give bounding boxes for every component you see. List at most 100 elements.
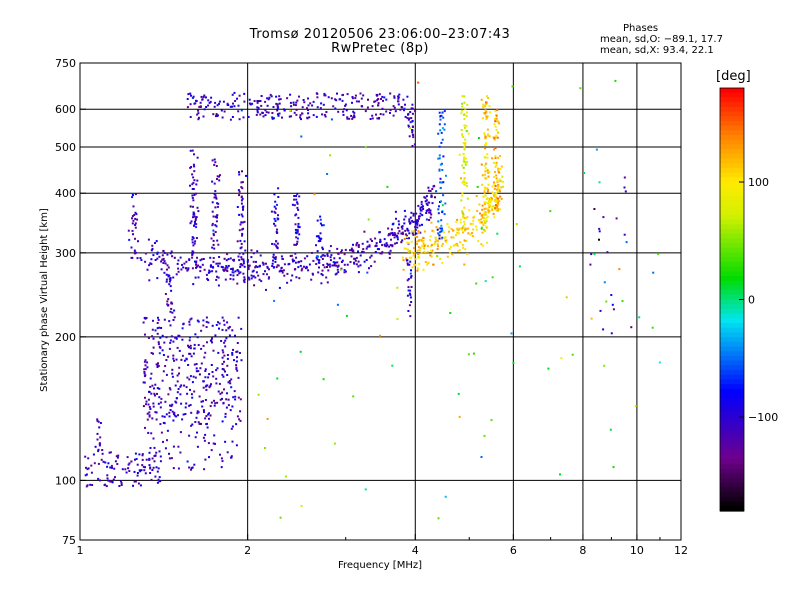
data-point	[273, 193, 276, 196]
colorbar-segment	[720, 88, 744, 94]
data-point	[316, 250, 319, 253]
data-point	[161, 254, 164, 257]
data-point	[297, 216, 300, 219]
data-point	[379, 238, 382, 241]
data-point	[416, 240, 419, 243]
data-point	[171, 311, 174, 314]
data-point	[294, 104, 297, 107]
data-point	[183, 262, 186, 265]
data-point	[276, 264, 279, 267]
data-point	[235, 444, 238, 447]
data-point	[214, 224, 217, 227]
data-point	[161, 379, 164, 382]
data-point	[273, 205, 276, 208]
data-point	[407, 118, 410, 121]
data-point	[484, 167, 487, 170]
data-point	[232, 396, 235, 399]
data-point	[498, 189, 501, 191]
data-point	[387, 234, 390, 237]
data-point	[497, 201, 499, 204]
data-point	[212, 260, 215, 263]
data-point	[168, 415, 171, 418]
data-point	[134, 226, 137, 229]
data-point	[212, 442, 215, 445]
data-point	[423, 247, 426, 250]
data-point	[243, 265, 246, 268]
data-point	[385, 110, 388, 113]
data-point	[98, 426, 101, 429]
data-point	[623, 186, 626, 189]
data-point	[621, 300, 624, 302]
data-point	[461, 244, 464, 247]
data-point	[409, 111, 412, 113]
data-point	[497, 120, 499, 123]
data-point	[321, 246, 324, 249]
data-point	[212, 229, 215, 232]
data-point	[411, 126, 414, 128]
data-point	[438, 168, 441, 171]
data-point	[293, 198, 296, 201]
data-point	[376, 117, 379, 120]
data-point	[502, 185, 505, 188]
data-point	[361, 242, 364, 245]
data-point	[463, 206, 466, 209]
data-point	[406, 236, 409, 239]
data-point	[246, 259, 249, 262]
data-point	[98, 444, 101, 447]
data-point	[166, 264, 169, 267]
data-point	[612, 308, 615, 311]
data-point	[156, 257, 159, 260]
data-point	[144, 333, 146, 336]
data-point	[203, 439, 206, 442]
data-point	[173, 316, 176, 319]
data-point	[270, 210, 273, 213]
data-point	[240, 258, 243, 261]
data-point	[462, 166, 465, 169]
data-point	[180, 402, 183, 405]
data-point	[247, 266, 250, 269]
data-point	[366, 271, 369, 274]
data-point	[319, 107, 322, 110]
data-point	[227, 381, 230, 384]
data-point	[160, 397, 163, 400]
data-point	[407, 286, 410, 289]
data-point	[471, 232, 473, 235]
data-point	[430, 194, 433, 197]
data-point	[239, 239, 242, 242]
data-point	[211, 341, 213, 344]
colorbar-segment	[720, 393, 744, 399]
data-point	[411, 219, 414, 222]
data-point	[480, 456, 483, 458]
data-point	[583, 172, 585, 174]
data-point	[450, 236, 453, 239]
data-point	[234, 398, 237, 401]
data-point	[249, 103, 252, 106]
data-point	[162, 354, 165, 356]
data-point	[166, 300, 169, 303]
data-point	[334, 107, 337, 110]
data-point	[130, 460, 133, 463]
data-point	[214, 190, 217, 193]
data-point	[158, 476, 161, 479]
data-point	[408, 135, 411, 138]
data-point	[234, 100, 237, 102]
data-point	[148, 391, 151, 393]
data-point	[593, 253, 596, 256]
data-point	[116, 463, 119, 465]
data-point	[195, 99, 197, 102]
data-point	[441, 227, 443, 230]
data-point	[391, 244, 394, 247]
data-point	[231, 267, 234, 270]
data-point	[295, 108, 298, 111]
data-point	[189, 184, 191, 187]
data-point	[293, 195, 296, 197]
data-point	[236, 415, 239, 418]
data-point	[328, 265, 331, 268]
data-point	[355, 243, 358, 246]
colorbar-segment	[720, 487, 744, 493]
data-point	[497, 170, 500, 172]
data-point	[231, 352, 234, 354]
data-point	[295, 236, 298, 239]
data-point	[150, 249, 153, 252]
